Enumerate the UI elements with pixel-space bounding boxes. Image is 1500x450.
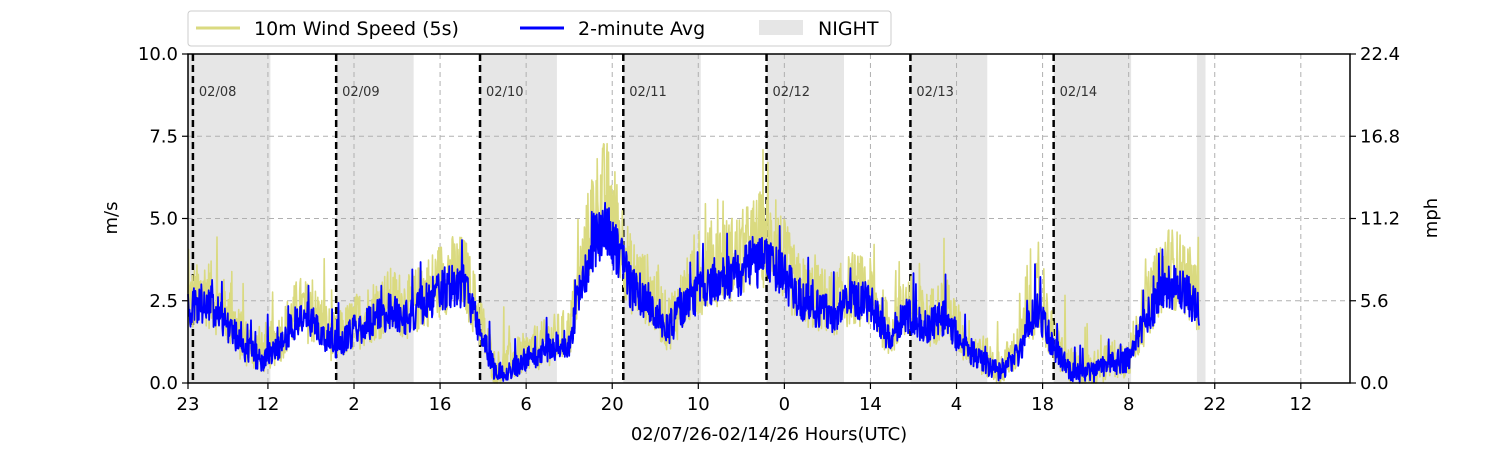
y-left-tick-label: 0.0 [149,373,178,394]
legend-wind-label: 10m Wind Speed (5s) [254,18,459,40]
day-boundary-label: 02/08 [199,85,236,100]
y-left-tick-label: 7.5 [149,126,178,147]
y-left-tick-label: 5.0 [149,209,178,230]
x-tick-label: 16 [429,394,452,415]
x-tick-label: 14 [859,394,882,415]
y-right-tick-label: 11.2 [1360,209,1400,230]
day-boundary-label: 02/09 [342,85,379,100]
x-tick-label: 12 [1289,394,1312,415]
x-tick-label: 22 [1203,394,1226,415]
x-axis: 23 12 2 16 6 20 10 0 14 4 18 8 22 12 [177,383,1312,415]
y-left-tick-label: 2.5 [149,291,178,312]
y-right-tick-label: 0.0 [1360,373,1389,394]
day-boundary-label: 02/12 [773,85,810,100]
day-boundary-label: 02/11 [629,85,666,100]
legend-avg-label: 2-minute Avg [578,18,705,40]
day-boundary-label: 02/10 [486,85,523,100]
y-left-tick-label: 10.0 [138,44,178,65]
legend-night-label: NIGHT [818,18,879,40]
y-axis-right-title: mph [1421,198,1442,238]
day-boundaries: 02/08 02/09 02/10 02/11 02/12 02/13 02/14 [191,54,1097,383]
y-right-tick-label: 22.4 [1360,44,1400,65]
series-line-wind-speed [187,142,1200,384]
y-axis-left-title: m/s [101,202,122,235]
y-right-tick-label: 16.8 [1360,126,1400,147]
day-boundary-label: 02/14 [1060,85,1097,100]
night-band [1196,54,1206,383]
series-line-two-minute-avg [187,201,1201,384]
legend-night-swatch [759,20,803,35]
legend: 10m Wind Speed (5s) 2-minute Avg NIGHT [187,10,892,47]
x-tick-label: 23 [177,394,200,415]
y-axis-left: 0.0 2.5 5.0 7.5 10.0 [138,44,188,394]
y-right-tick-label: 5.6 [1360,291,1389,312]
x-tick-label: 12 [256,394,279,415]
y-axis-right: 0.0 5.6 11.2 16.8 22.4 [1350,44,1400,394]
day-boundary-label: 02/13 [916,85,953,100]
x-tick-label: 6 [520,394,531,415]
x-tick-label: 4 [951,394,962,415]
x-tick-label: 10 [687,394,710,415]
x-tick-label: 0 [779,394,790,415]
series-lines [187,142,1201,384]
x-axis-title: 02/07/26-02/14/26 Hours(UTC) [631,424,907,445]
x-tick-label: 2 [348,394,359,415]
x-tick-label: 18 [1031,394,1054,415]
x-tick-label: 8 [1123,394,1134,415]
x-tick-label: 20 [601,394,624,415]
